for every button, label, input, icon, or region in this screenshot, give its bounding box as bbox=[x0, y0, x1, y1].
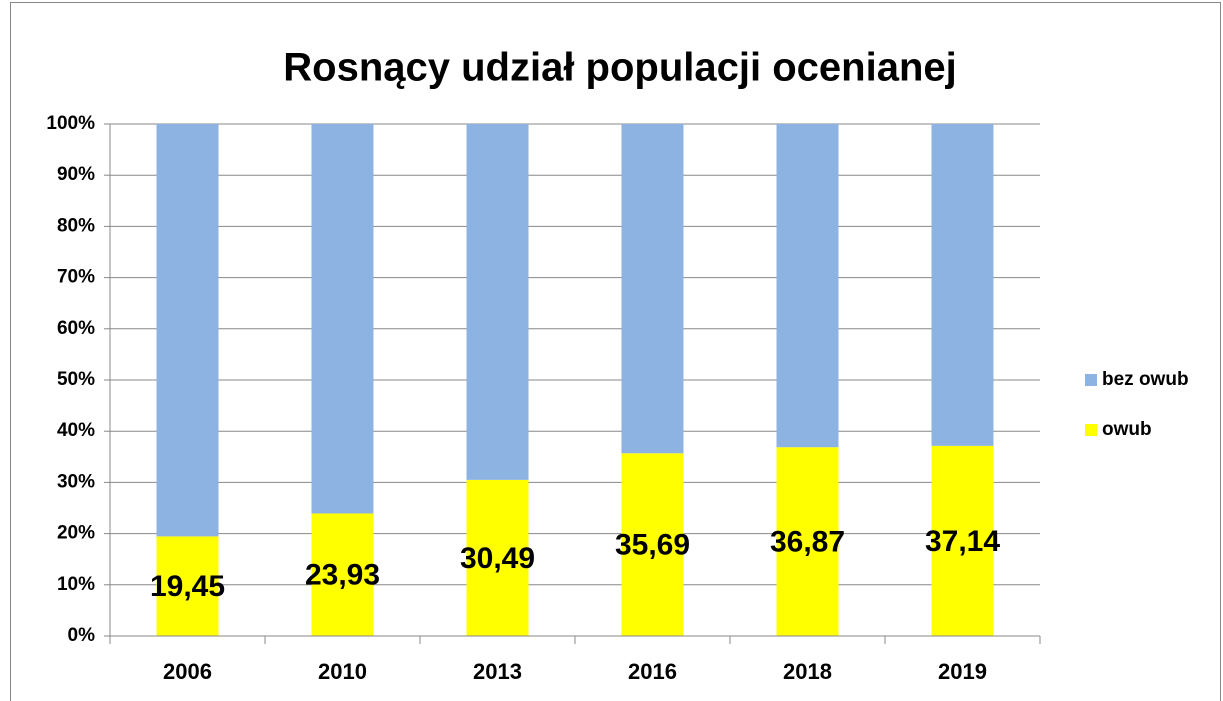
y-tick-label: 80% bbox=[57, 215, 95, 236]
y-tick-label: 0% bbox=[68, 625, 96, 646]
bar-segment bbox=[931, 445, 994, 636]
data-label: 19,45 bbox=[150, 570, 225, 603]
y-tick-label: 50% bbox=[57, 369, 95, 390]
bar-segment bbox=[466, 479, 529, 636]
data-label: 23,93 bbox=[305, 559, 380, 592]
data-label: 37,14 bbox=[925, 525, 1000, 558]
bar-segment bbox=[931, 124, 994, 446]
legend-swatch bbox=[1085, 424, 1097, 436]
bar-segment bbox=[776, 447, 839, 636]
bar-segment bbox=[466, 124, 529, 480]
bar-segment bbox=[311, 124, 374, 514]
y-tick-label: 100% bbox=[46, 113, 95, 134]
bar-segment bbox=[776, 124, 839, 448]
bar-segment bbox=[156, 536, 219, 636]
y-tick-label: 40% bbox=[57, 420, 95, 441]
y-tick-label: 70% bbox=[57, 267, 95, 288]
legend-label: bez owub bbox=[1102, 369, 1189, 390]
y-tick-label: 10% bbox=[57, 574, 95, 595]
x-tick-label: 2019 bbox=[938, 659, 987, 684]
legend-swatch bbox=[1085, 374, 1097, 386]
x-tick-label: 2010 bbox=[318, 659, 367, 684]
y-tick-label: 30% bbox=[57, 471, 95, 492]
x-tick-label: 2006 bbox=[163, 659, 212, 684]
bar-segment bbox=[621, 453, 684, 636]
x-tick-label: 2016 bbox=[628, 659, 677, 684]
y-tick-label: 90% bbox=[57, 164, 95, 185]
x-tick-label: 2018 bbox=[783, 659, 832, 684]
chart-title: Rosnący udział populacji ocenianej bbox=[283, 46, 957, 90]
x-tick-label: 2013 bbox=[473, 659, 522, 684]
data-label: 30,49 bbox=[460, 542, 535, 575]
y-tick-label: 20% bbox=[57, 523, 95, 544]
legend-label: owub bbox=[1102, 419, 1152, 440]
data-label: 36,87 bbox=[770, 526, 845, 559]
bar-segment bbox=[311, 513, 374, 636]
bar-segment bbox=[156, 124, 219, 537]
bar-segment bbox=[621, 124, 684, 454]
data-label: 35,69 bbox=[615, 529, 690, 562]
y-tick-label: 60% bbox=[57, 318, 95, 339]
